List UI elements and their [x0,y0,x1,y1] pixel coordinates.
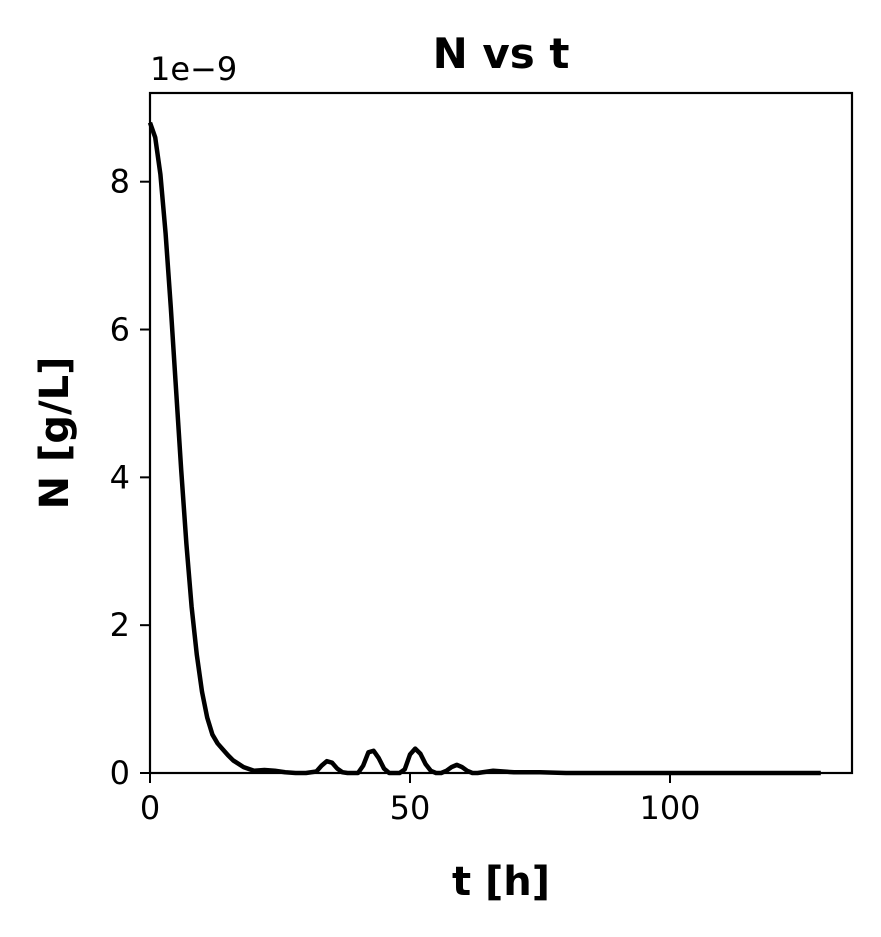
x-tick-label: 50 [390,789,431,827]
y-tick-label: 4 [110,458,130,496]
series-line-0 [147,121,821,776]
x-tick-label: 0 [140,789,160,827]
y-tick-label: 0 [110,754,130,792]
y-axis: 0 2 4 6 8 [110,163,150,792]
x-axis: 0 50 100 [140,773,701,827]
x-axis-label: t [h] [452,859,550,905]
y-tick-label: 6 [110,311,130,349]
y-axis-label: N [g/L] [32,357,78,510]
x-tick-label: 100 [639,789,700,827]
y-tick-label: 8 [110,163,130,201]
y-offset-label: 1e−9 [150,50,237,88]
y-tick-label: 2 [110,606,130,644]
plot-area [147,121,821,776]
plot-frame [148,91,854,775]
chart-title: N vs t [433,29,570,78]
